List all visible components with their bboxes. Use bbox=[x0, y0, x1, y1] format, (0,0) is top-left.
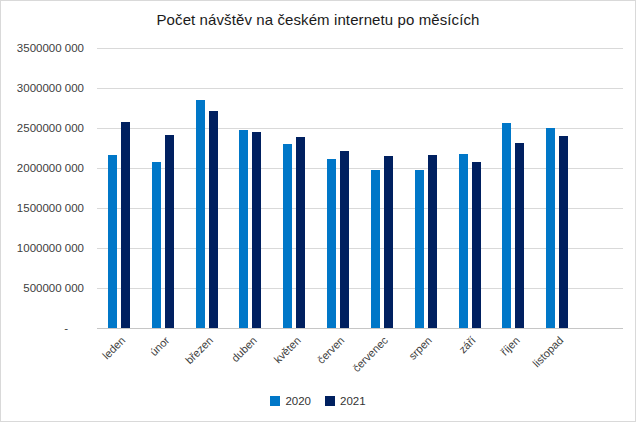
bar-2021-únor bbox=[165, 135, 174, 328]
bar-2020-leden bbox=[108, 155, 117, 328]
gridline bbox=[97, 248, 623, 249]
bar-chart: Počet návštěv na českém internetu po měs… bbox=[0, 0, 636, 422]
bar-2020-únor bbox=[152, 162, 161, 328]
y-axis-tick-label: 500000 000 bbox=[4, 281, 84, 295]
legend: 2020 2021 bbox=[1, 395, 635, 407]
x-axis-category-label: září bbox=[457, 334, 478, 355]
x-axis-category-label: únor bbox=[147, 334, 171, 358]
gridline bbox=[97, 128, 623, 129]
x-axis-category-label: květen bbox=[271, 334, 302, 365]
x-axis-category-label: listopad bbox=[530, 334, 565, 369]
bar-2021-leden bbox=[121, 122, 130, 328]
gridline bbox=[97, 88, 623, 89]
legend-item-2021: 2021 bbox=[325, 395, 366, 407]
bar-2021-říjen bbox=[515, 143, 524, 328]
x-axis-category-label: červen bbox=[315, 334, 347, 366]
legend-label-2020: 2020 bbox=[285, 395, 311, 407]
bar-2021-červenec bbox=[384, 156, 393, 328]
x-axis-category-label: leden bbox=[100, 334, 128, 362]
bar-2020-září bbox=[459, 154, 468, 328]
x-axis-category-label: srpen bbox=[406, 334, 434, 362]
y-axis-tick-label: 1500000 000 bbox=[4, 201, 84, 215]
bar-2021-listopad bbox=[559, 136, 568, 328]
gridline bbox=[97, 168, 623, 169]
gridline bbox=[97, 288, 623, 289]
x-axis-category-label: červenec bbox=[350, 334, 390, 374]
bar-2021-květen bbox=[296, 137, 305, 328]
bar-2020-říjen bbox=[502, 123, 511, 328]
gridline bbox=[97, 208, 623, 209]
bar-2021-srpen bbox=[428, 155, 437, 328]
legend-label-2021: 2021 bbox=[340, 395, 366, 407]
bar-2020-listopad bbox=[546, 128, 555, 328]
x-axis-category-label: říjen bbox=[498, 334, 522, 358]
bar-2020-březen bbox=[196, 100, 205, 328]
x-axis-category-label: březen bbox=[183, 334, 215, 366]
bar-2021-září bbox=[472, 162, 481, 328]
gridline bbox=[97, 48, 623, 49]
y-axis-tick-label: 2500000 000 bbox=[4, 121, 84, 135]
chart-title: Počet návštěv na českém internetu po měs… bbox=[1, 11, 635, 28]
y-axis-tick-label: 3500000 000 bbox=[4, 41, 84, 55]
legend-swatch-2020-icon bbox=[270, 396, 280, 406]
legend-item-2020: 2020 bbox=[270, 395, 311, 407]
x-axis-category-label: duben bbox=[229, 334, 259, 364]
y-axis-tick-label: 3000000 000 bbox=[4, 81, 84, 95]
bar-2021-březen bbox=[209, 111, 218, 328]
y-axis-tick-label: 2000000 000 bbox=[4, 161, 84, 175]
x-axis-line bbox=[97, 328, 623, 329]
bar-2020-duben bbox=[239, 130, 248, 328]
bar-2021-červen bbox=[340, 151, 349, 328]
y-axis-tick-label: 1000000 000 bbox=[4, 241, 84, 255]
bar-2020-květen bbox=[283, 144, 292, 328]
bar-2020-červen bbox=[327, 159, 336, 328]
bar-2021-duben bbox=[252, 132, 261, 328]
legend-swatch-2021-icon bbox=[325, 396, 335, 406]
bar-2020-červenec bbox=[371, 170, 380, 328]
bar-2020-srpen bbox=[415, 170, 424, 328]
y-axis-tick-label: - bbox=[0, 321, 84, 335]
